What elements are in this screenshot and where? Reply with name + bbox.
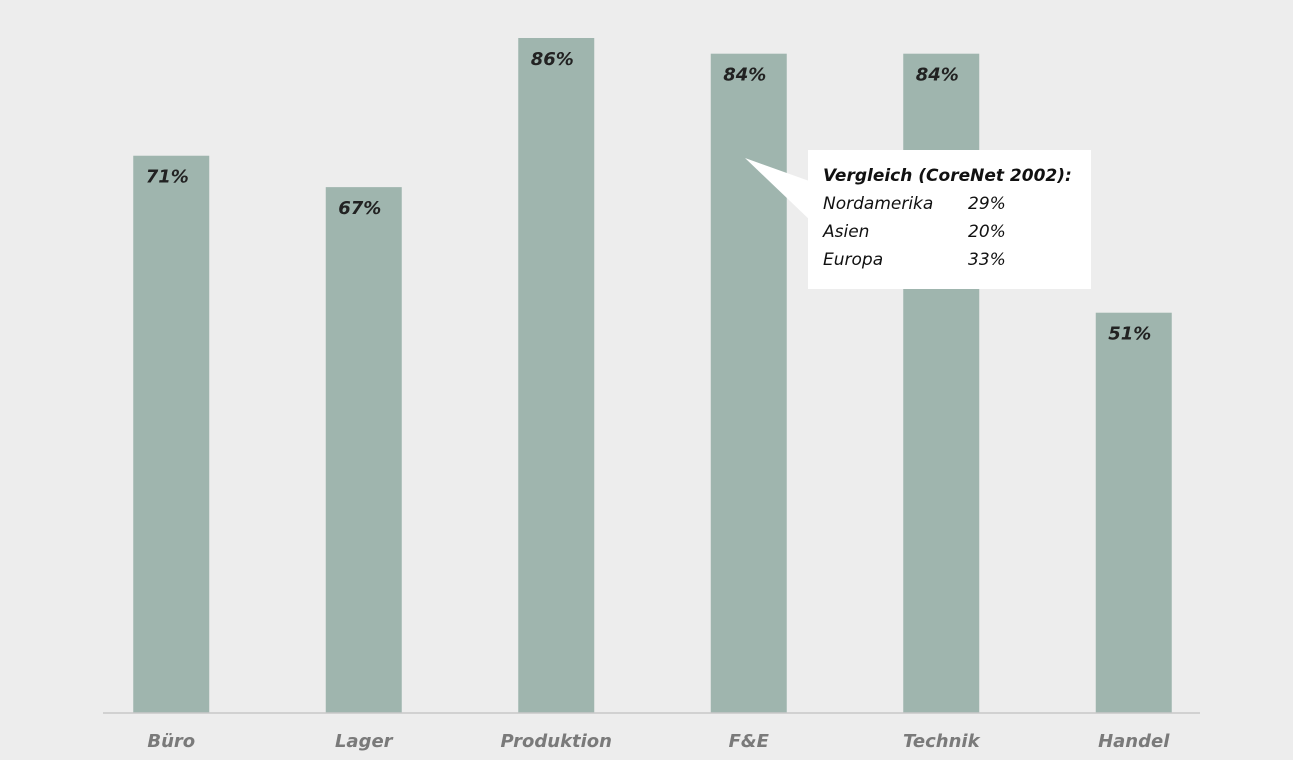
callout-label: Asien: [822, 222, 869, 242]
bar: [1095, 312, 1172, 713]
x-tick-label: Technik: [903, 731, 981, 752]
x-tick-label: Lager: [335, 731, 394, 752]
x-tick-label: Büro: [147, 731, 195, 752]
callout: Vergleich (CoreNet 2002): Nordamerika 29…: [745, 150, 1091, 289]
callout-pointer: [745, 158, 812, 222]
bars: [133, 38, 1172, 714]
bar: [325, 187, 402, 713]
x-tick-label: F&E: [729, 731, 770, 752]
value-label: 51%: [1108, 324, 1151, 345]
callout-box: [808, 150, 1091, 289]
value-label: 86%: [531, 49, 574, 70]
callout-label: Nordamerika: [823, 194, 933, 214]
x-tick-label: Handel: [1098, 731, 1170, 752]
x-tick-label: Produktion: [500, 731, 612, 752]
callout-value: 33%: [968, 250, 1006, 270]
value-label: 67%: [338, 198, 381, 219]
callout-value: 20%: [968, 222, 1006, 242]
callout-title: Vergleich (CoreNet 2002):: [823, 166, 1072, 186]
value-label: 71%: [146, 167, 189, 188]
bar: [133, 155, 210, 714]
callout-value: 29%: [968, 194, 1006, 214]
value-label: 84%: [723, 65, 766, 86]
value-label: 84%: [916, 65, 959, 86]
bar: [518, 38, 595, 713]
bar: [710, 53, 787, 713]
callout-label: Europa: [823, 250, 883, 270]
